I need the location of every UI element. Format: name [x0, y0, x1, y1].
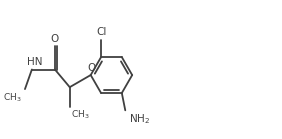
Text: CH$_3$: CH$_3$ — [71, 109, 90, 121]
Text: HN: HN — [27, 57, 42, 67]
Text: O: O — [51, 34, 59, 44]
Text: Cl: Cl — [96, 27, 106, 37]
Text: O: O — [87, 63, 95, 73]
Text: CH$_3$: CH$_3$ — [3, 92, 22, 104]
Text: NH$_2$: NH$_2$ — [129, 112, 150, 126]
